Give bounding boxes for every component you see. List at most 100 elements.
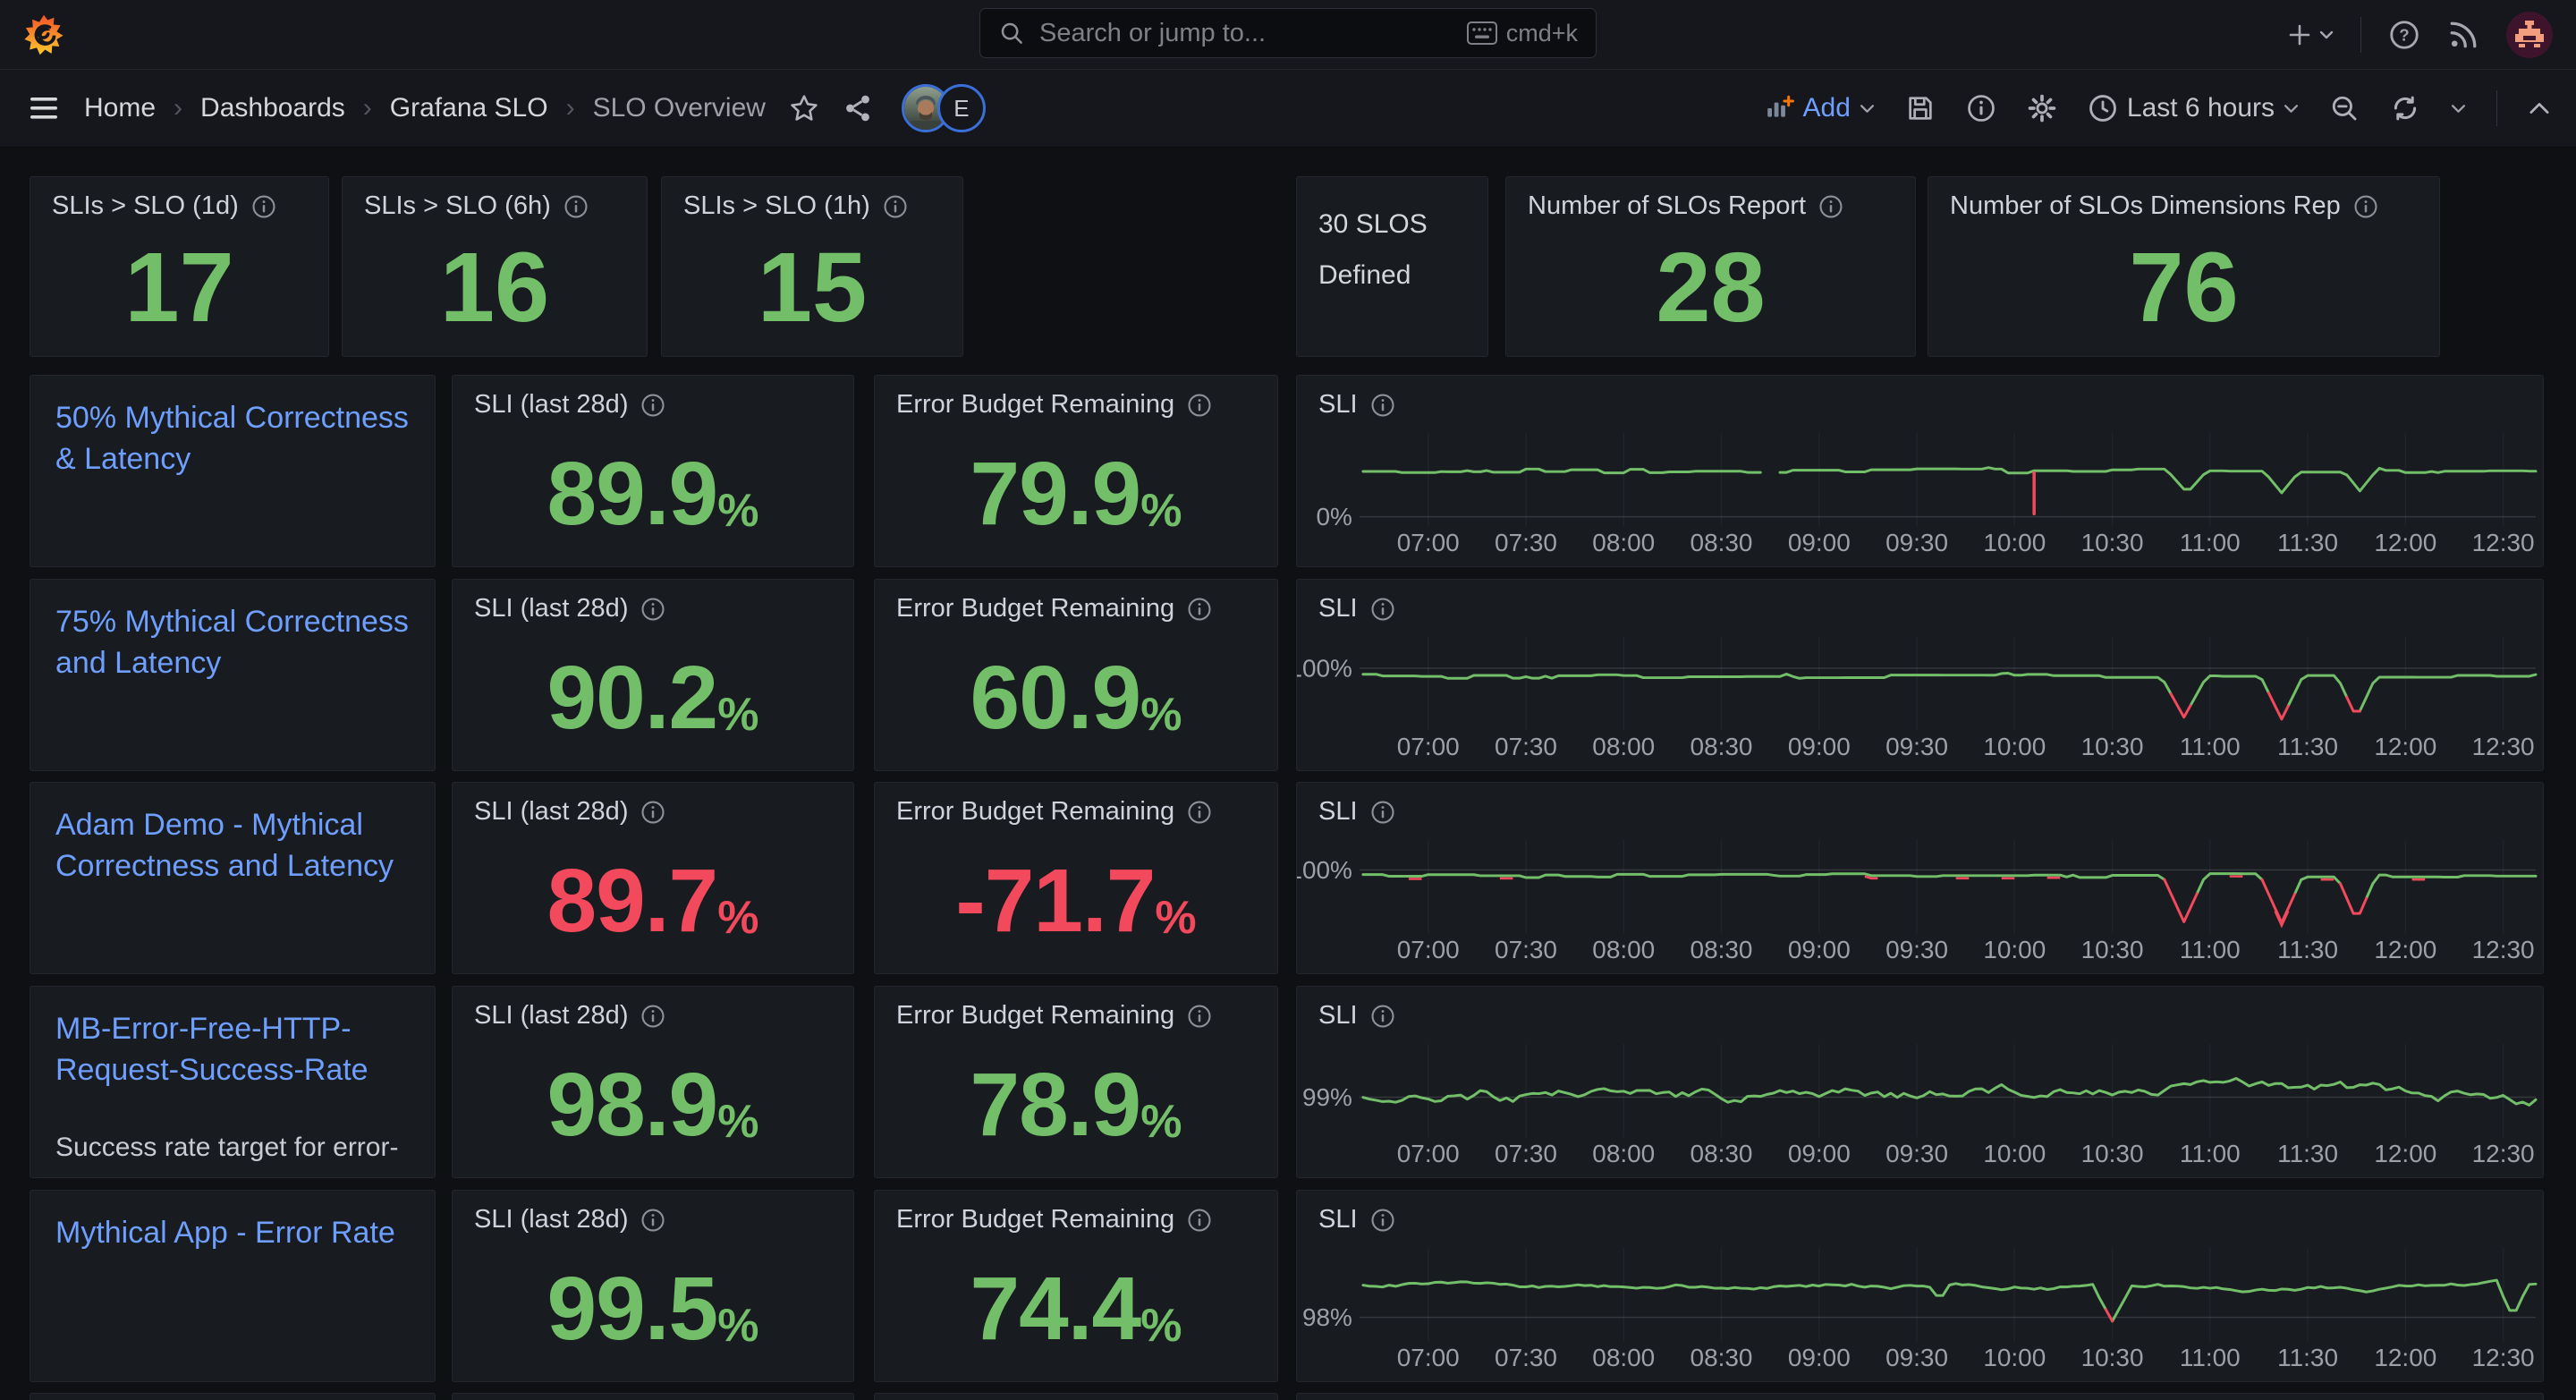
topbar-divider <box>2360 16 2361 53</box>
slo-link[interactable]: 75% Mythical Correctness and Latency <box>55 605 409 680</box>
refresh-interval-chevron[interactable] <box>2451 104 2466 114</box>
breadcrumb-separator: › <box>362 93 372 123</box>
info-icon[interactable] <box>1370 1208 1395 1233</box>
x-axis-tick-label: 08:30 <box>1690 529 1753 556</box>
partial-panel-below-fold <box>30 1393 436 1400</box>
slo-link[interactable]: 50% Mythical Correctness & Latency <box>55 401 409 476</box>
x-axis-tick-label: 11:00 <box>2180 529 2241 556</box>
panel-title: Error Budget Remaining <box>896 594 1212 624</box>
sli-timeseries-chart[interactable]: 07:00 07:30 08:00 08:30 09:00 09:30 10:00 10:30… <box>1297 580 2543 770</box>
zoom-out-time-icon[interactable] <box>2329 93 2360 123</box>
news-rss-icon[interactable] <box>2447 19 2479 51</box>
slo-link[interactable]: MB-Error-Free-HTTP-Request-Success-Rate <box>55 1012 369 1087</box>
sli-timeseries-chart[interactable]: 07:00 07:30 08:00 08:30 09:00 09:30 10:00 10:30… <box>1297 783 2543 973</box>
slo-link[interactable]: Mythical App - Error Rate <box>55 1216 395 1250</box>
x-axis-tick-label: 08:00 <box>1592 1140 1655 1167</box>
stat-panel: SLIs > SLO (1d) 17 <box>30 176 329 357</box>
info-icon[interactable] <box>1818 194 1843 219</box>
share-icon[interactable] <box>843 93 873 123</box>
panel-title: SLI <box>1318 594 1395 624</box>
sli-series-line <box>1778 466 2538 495</box>
x-axis-tick-label: 12:00 <box>2374 529 2436 556</box>
x-axis-tick-label: 10:30 <box>2081 529 2144 556</box>
y-axis-tick-label: 99% <box>1302 1083 1352 1111</box>
error-budget-panel: Error Budget Remaining 74.4 % <box>874 1190 1278 1382</box>
dashboard-viewers: E <box>901 84 986 132</box>
info-icon[interactable] <box>640 393 665 418</box>
sli-chart-panel: 07:00 07:30 08:00 08:30 09:00 09:30 10:00 10:30… <box>1296 782 2544 974</box>
sli-timeseries-chart[interactable]: 07:00 07:30 08:00 08:30 09:00 09:30 10:00 10:30… <box>1297 987 2543 1177</box>
panel-title: SLI <box>1318 1001 1395 1031</box>
new-dropdown-button[interactable] <box>2287 21 2334 48</box>
x-axis-tick-label: 12:30 <box>2472 1140 2535 1167</box>
user-avatar[interactable] <box>2506 11 2553 58</box>
grafana-logo[interactable] <box>23 13 64 56</box>
sli-series-line <box>2339 882 2368 915</box>
stat-value: 76 <box>2129 233 2239 343</box>
sli-timeseries-chart[interactable]: 07:00 07:30 08:00 08:30 09:00 09:30 10:00 10:30… <box>1297 1191 2543 1381</box>
breadcrumb: Home › Dashboards › Grafana SLO › SLO Ov… <box>84 93 766 123</box>
info-icon[interactable] <box>1370 393 1395 418</box>
menu-hamburger-icon[interactable] <box>30 96 61 121</box>
y-axis-tick-label: 100% <box>1297 655 1352 683</box>
info-icon[interactable] <box>640 1208 665 1233</box>
refresh-icon[interactable] <box>2390 93 2420 123</box>
breadcrumb-home[interactable]: Home <box>84 93 157 123</box>
slo-name-panel: 50% Mythical Correctness & Latency <box>30 375 436 567</box>
x-axis-tick-label: 12:00 <box>2374 936 2436 963</box>
x-axis-tick-label: 12:00 <box>2374 733 2436 760</box>
breadcrumb-dashboards[interactable]: Dashboards <box>200 93 345 123</box>
x-axis-tick-label: 12:30 <box>2472 936 2535 963</box>
info-icon[interactable] <box>1370 597 1395 622</box>
info-icon[interactable] <box>1187 1208 1212 1233</box>
x-axis-tick-label: 09:30 <box>1885 1344 1948 1371</box>
x-axis-tick-label: 09:00 <box>1788 529 1851 556</box>
sli-chart-panel: 07:00 07:30 08:00 08:30 09:00 09:30 10:00 10:30… <box>1296 375 2544 567</box>
sli-stat-panel: SLI (last 28d) 89.7 % <box>452 782 854 974</box>
info-icon[interactable] <box>640 597 665 622</box>
x-axis-tick-label: 09:30 <box>1885 733 1948 760</box>
dashboard-insights-icon[interactable] <box>1966 93 1996 123</box>
stat-value: 16 <box>439 233 550 343</box>
x-axis-tick-label: 07:00 <box>1397 529 1460 556</box>
x-axis-tick-label: 08:30 <box>1690 733 1753 760</box>
x-axis-tick-label: 12:30 <box>2472 733 2535 760</box>
sli-timeseries-chart[interactable]: 07:00 07:30 08:00 08:30 09:00 09:30 10:00 10:30… <box>1297 376 2543 566</box>
info-icon[interactable] <box>2353 194 2378 219</box>
info-icon[interactable] <box>1187 597 1212 622</box>
text-panel-slos-defined: 30 SLOS Defined <box>1296 176 1488 357</box>
dashboard-settings-gear-icon[interactable] <box>2027 93 2057 123</box>
info-icon[interactable] <box>1370 1004 1395 1029</box>
add-panel-button[interactable]: Add <box>1764 93 1875 123</box>
sli-series-line <box>2163 878 2199 923</box>
x-axis-tick-label: 07:30 <box>1495 1140 1557 1167</box>
info-icon[interactable] <box>1187 1004 1212 1029</box>
slo-name-panel: MB-Error-Free-HTTP-Request-Success-Rate S… <box>30 986 436 1178</box>
sli-series-line <box>2286 674 2349 708</box>
time-range-picker[interactable]: Last 6 hours <box>2088 93 2299 123</box>
x-axis-tick-label: 07:00 <box>1397 1140 1460 1167</box>
save-dashboard-icon[interactable] <box>1905 93 1936 123</box>
info-icon[interactable] <box>1370 800 1395 825</box>
sli-series-line <box>2169 692 2192 719</box>
x-axis-tick-label: 10:30 <box>2081 936 2144 963</box>
favorite-star-icon[interactable] <box>789 93 819 123</box>
viewer-avatar-photo[interactable] <box>901 84 950 132</box>
search-input[interactable]: Search or jump to... cmd+k <box>979 8 1597 58</box>
info-icon[interactable] <box>883 194 908 219</box>
info-icon[interactable] <box>640 800 665 825</box>
info-icon[interactable] <box>1187 393 1212 418</box>
x-axis-tick-label: 09:00 <box>1788 936 1851 963</box>
x-axis-tick-label: 10:00 <box>1983 733 2046 760</box>
info-icon[interactable] <box>640 1004 665 1029</box>
x-axis-tick-label: 07:30 <box>1495 733 1557 760</box>
breadcrumb-folder[interactable]: Grafana SLO <box>389 93 548 123</box>
help-icon[interactable]: ? <box>2388 19 2420 51</box>
collapse-topbar-caret-icon[interactable] <box>2528 101 2551 115</box>
x-axis-tick-label: 09:30 <box>1885 1140 1948 1167</box>
info-icon[interactable] <box>564 194 589 219</box>
slo-link[interactable]: Adam Demo - Mythical Correctness and Lat… <box>55 808 394 883</box>
info-icon[interactable] <box>251 194 276 219</box>
info-icon[interactable] <box>1187 800 1212 825</box>
viewer-avatar-initial[interactable]: E <box>936 84 986 132</box>
